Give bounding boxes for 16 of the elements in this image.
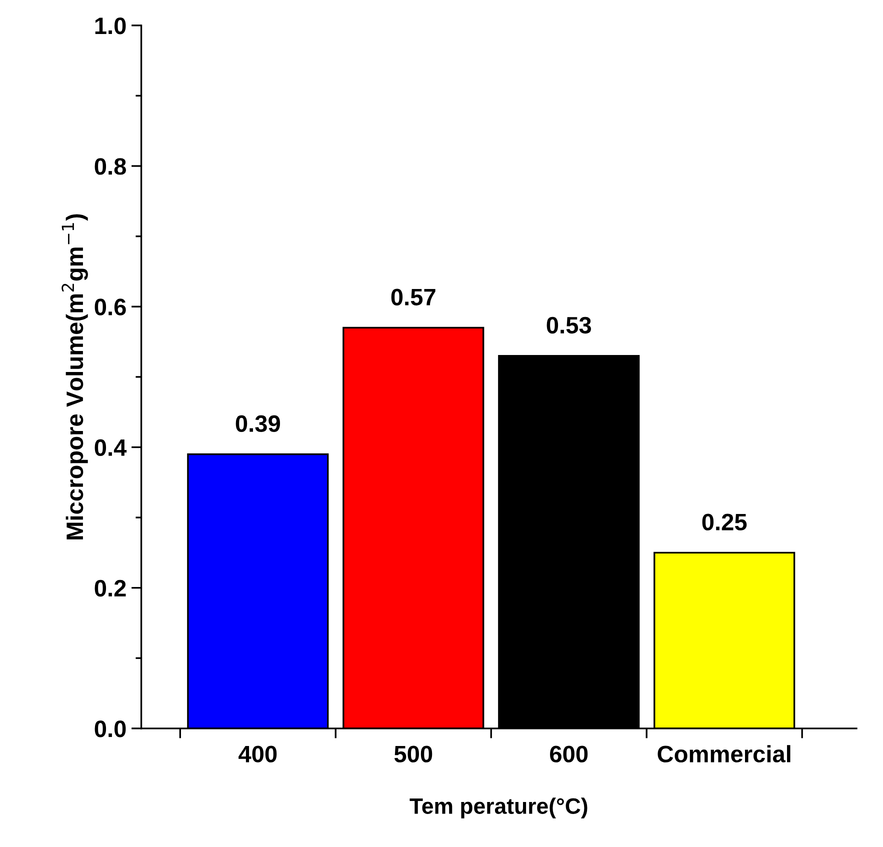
y-tick-label: 1.0 [95,17,126,34]
y-axis-title: Miccropore Volume(m$^{2}$gm$^{−1}$) [62,214,88,540]
data-label: 0.53 [546,316,591,334]
x-tick-label: 600 [550,746,588,762]
x-axis-title: Tem perature(°C) [410,798,588,818]
y-tick-label: 0.6 [94,298,126,316]
data-label: 0.25 [702,514,747,530]
y-tick-label: 0.4 [94,439,127,456]
y-tick-label: 0.8 [94,158,126,175]
x-tick-label: 500 [394,746,432,762]
x-tick-label: Commercial [658,745,790,762]
x-tick-label: 400 [238,746,277,762]
data-label: 0.57 [391,288,436,306]
y-tick-label: 0.0 [94,720,126,738]
y-tick-label: 0.2 [94,580,126,597]
data-label: 0.39 [236,415,280,432]
